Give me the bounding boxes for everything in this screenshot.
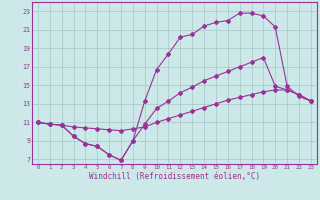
X-axis label: Windchill (Refroidissement éolien,°C): Windchill (Refroidissement éolien,°C) bbox=[89, 172, 260, 181]
